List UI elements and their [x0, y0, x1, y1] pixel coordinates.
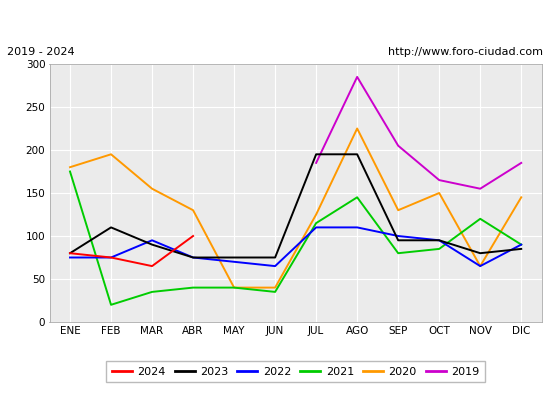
Text: Evolucion Nº Turistas Extranjeros en el municipio de Agost: Evolucion Nº Turistas Extranjeros en el …: [61, 14, 489, 28]
Legend: 2024, 2023, 2022, 2021, 2020, 2019: 2024, 2023, 2022, 2021, 2020, 2019: [106, 361, 485, 382]
Text: 2019 - 2024: 2019 - 2024: [7, 47, 74, 57]
Text: http://www.foro-ciudad.com: http://www.foro-ciudad.com: [388, 47, 543, 57]
